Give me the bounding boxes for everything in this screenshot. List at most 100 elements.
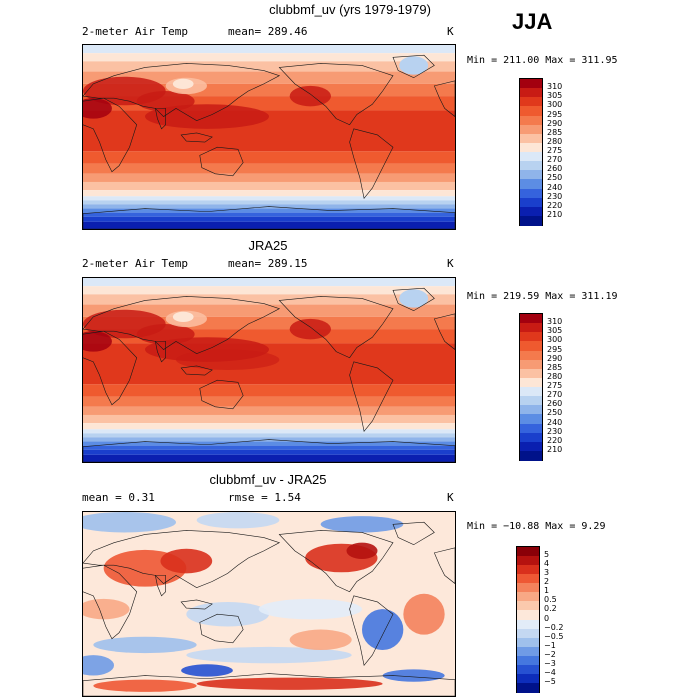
panel3-map <box>82 511 456 697</box>
colorbar-swatch <box>520 124 542 135</box>
colorbar-swatch <box>520 133 542 144</box>
colorbar-swatch <box>520 377 542 388</box>
panel1-colorbar <box>519 78 543 226</box>
panel2-title: JRA25 <box>248 238 288 253</box>
colorbar-tick-label: 300 <box>547 335 563 345</box>
colorbar-tick-label: 210 <box>547 209 563 219</box>
colorbar-tick-label: −5 <box>544 676 556 686</box>
colorbar-tick-label: 280 <box>547 136 563 146</box>
colorbar-tick-label: 290 <box>547 118 563 128</box>
colorbar-tick-label: 275 <box>547 381 563 390</box>
panel2-mean-label: mean= 289.15 <box>228 257 308 270</box>
colorbar-swatch <box>517 583 539 593</box>
colorbar-tick-label: 270 <box>547 390 563 400</box>
panel3-rmse-label: rmse = 1.54 <box>228 491 301 504</box>
colorbar-swatch <box>517 646 539 657</box>
panel3-colorbar <box>516 546 540 693</box>
panel1-map <box>82 44 456 230</box>
colorbar-tick-label: 3 <box>544 568 550 578</box>
colorbar-swatch <box>520 179 542 189</box>
colorbar-swatch <box>520 88 542 98</box>
season-label: JJA <box>512 9 553 34</box>
panel1-units-label: K <box>447 25 454 38</box>
colorbar-swatch <box>520 115 542 126</box>
panel1-title: clubbmf_uv (yrs 1979-1979) <box>269 2 431 17</box>
colorbar-tick-label: 310 <box>547 317 563 327</box>
panel2-map <box>82 277 456 463</box>
panel3-mean-label: mean = 0.31 <box>82 491 155 504</box>
colorbar-tick-label: 295 <box>547 109 563 119</box>
colorbar-tick-label: 230 <box>547 191 563 201</box>
colorbar-swatch <box>520 97 542 107</box>
colorbar-tick-label: −1 <box>544 640 556 650</box>
colorbar-tick-label: 310 <box>547 82 563 92</box>
colorbar-tick-label: 0 <box>544 613 550 623</box>
colorbar-swatch <box>520 423 542 434</box>
colorbar-swatch <box>520 197 542 208</box>
colorbar-tick-label: 250 <box>547 408 563 418</box>
colorbar-swatch <box>517 682 539 693</box>
colorbar-tick-label: 210 <box>547 444 563 454</box>
colorbar-swatch <box>520 206 542 217</box>
panel3-minmax: Min = −10.88 Max = 9.29 <box>467 521 606 532</box>
colorbar-tick-label: 290 <box>547 353 563 363</box>
colorbar-tick-label: 0.2 <box>544 604 557 614</box>
colorbar-swatch <box>517 592 539 602</box>
panel2-units-label: K <box>447 257 454 270</box>
colorbar-swatch <box>520 332 542 342</box>
colorbar-swatch <box>520 441 542 452</box>
colorbar-swatch <box>517 628 539 639</box>
colorbar-tick-label: 250 <box>547 173 563 183</box>
colorbar-swatch <box>520 142 542 153</box>
colorbar-swatch <box>517 556 539 566</box>
panel2-colorbar <box>519 313 543 461</box>
colorbar-swatch <box>520 323 542 333</box>
colorbar-swatch <box>520 215 542 226</box>
colorbar-swatch <box>520 359 542 370</box>
colorbar-tick-label: 285 <box>547 127 563 137</box>
colorbar-tick-label: 240 <box>547 417 563 427</box>
colorbar-swatch <box>520 79 542 89</box>
panel1-minmax: Min = 211.00 Max = 311.95 <box>467 55 618 66</box>
colorbar-swatch <box>520 405 542 415</box>
colorbar-swatch <box>520 396 542 406</box>
panel3-units-label: K <box>447 491 454 504</box>
colorbar-swatch <box>517 601 539 611</box>
panel3-title: clubbmf_uv - JRA25 <box>209 472 327 487</box>
colorbar-tick-label: −0.2 <box>544 622 564 632</box>
colorbar-tick-label: 2 <box>544 577 550 587</box>
colorbar-swatch <box>520 152 542 162</box>
colorbar-tick-label: 0.5 <box>544 595 557 605</box>
colorbar-tick-label: 240 <box>547 182 563 192</box>
colorbar-tick-label: 220 <box>547 435 563 445</box>
colorbar-tick-label: 285 <box>547 362 563 372</box>
colorbar-swatch <box>520 341 542 351</box>
colorbar-tick-label: 260 <box>547 399 563 409</box>
colorbar-tick-label: 260 <box>547 164 563 174</box>
colorbar-tick-label: 1 <box>544 586 550 596</box>
colorbar-swatch <box>517 547 539 557</box>
colorbar-tick-label: 280 <box>547 371 563 381</box>
colorbar-tick-label: 230 <box>547 426 563 436</box>
colorbar-tick-label: −4 <box>544 667 556 677</box>
panel2-variable-label: 2-meter Air Temp <box>82 257 188 270</box>
colorbar-swatch <box>520 161 542 171</box>
colorbar-swatch <box>517 637 539 648</box>
colorbar-tick-label: 295 <box>547 344 563 354</box>
colorbar-swatch <box>520 368 542 379</box>
colorbar-swatch <box>517 574 539 584</box>
colorbar-tick-label: −2 <box>544 649 556 659</box>
colorbar-swatch <box>517 610 539 620</box>
panel1-mean-label: mean= 289.46 <box>228 25 308 38</box>
colorbar-tick-label: −3 <box>544 658 556 668</box>
colorbar-swatch <box>520 450 542 461</box>
colorbar-tick-label: 300 <box>547 100 563 110</box>
panel2-minmax: Min = 219.59 Max = 311.19 <box>467 291 618 302</box>
colorbar-tick-label: −0.5 <box>544 631 564 641</box>
colorbar-tick-label: 275 <box>547 146 563 155</box>
colorbar-swatch <box>520 350 542 361</box>
colorbar-tick-label: 270 <box>547 155 563 165</box>
colorbar-swatch <box>520 432 542 443</box>
colorbar-tick-label: 5 <box>544 550 550 560</box>
colorbar-swatch <box>520 387 542 397</box>
